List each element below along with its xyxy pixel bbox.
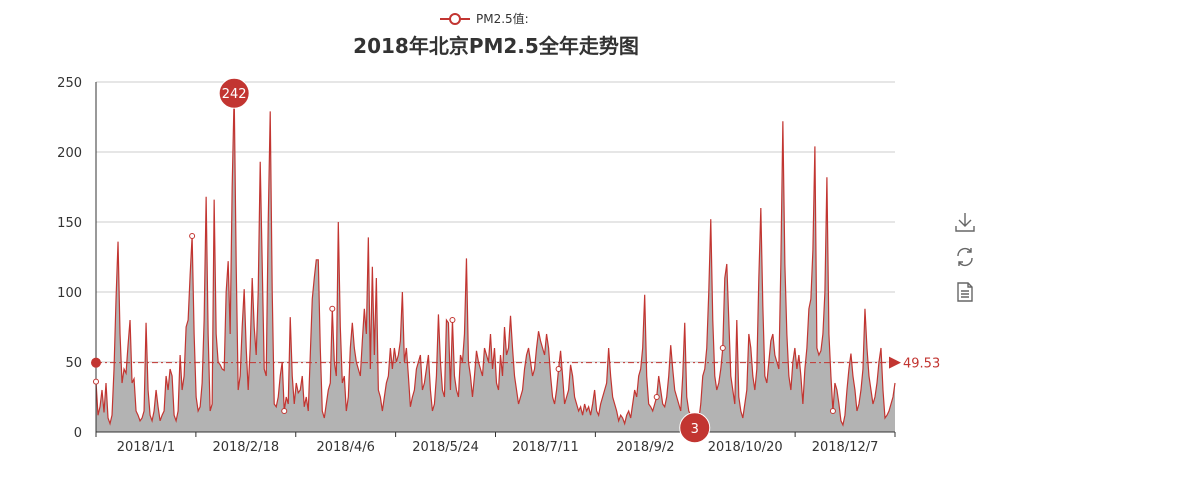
x-tick-label: 2018/10/20 (708, 440, 783, 455)
x-tick-label: 2018/2/18 (212, 440, 279, 455)
x-tick-label: 2018/4/6 (316, 440, 374, 455)
x-tick-label: 2018/12/7 (812, 440, 879, 455)
average-line-arrow (889, 356, 901, 369)
chart-title: 2018年北京PM2.5全年走势图 (353, 34, 639, 58)
min-mark-point: 3 (679, 412, 711, 444)
x-tick-label: 2018/5/24 (412, 440, 479, 455)
y-tick-label: 150 (57, 216, 82, 231)
series-line (95, 93, 896, 430)
average-value-label: 49.53 (903, 357, 940, 372)
max-mark-point-label: 242 (222, 87, 247, 102)
x-tick-label: 2018/9/2 (616, 440, 674, 455)
y-tick-label: 50 (65, 356, 82, 371)
mark-layer: 49.53 242 3 (91, 77, 940, 444)
legend-marker (449, 13, 461, 25)
min-mark-point-label: 3 (691, 422, 699, 437)
max-mark-point: 242 (218, 77, 250, 109)
legend-label: PM2.5值: (476, 11, 529, 26)
save-as-image-icon[interactable] (955, 213, 975, 232)
data-point (93, 378, 99, 385)
data-point (281, 408, 288, 414)
x-tick-label: 2018/7/11 (512, 440, 579, 455)
restore-icon[interactable] (957, 247, 973, 267)
data-point (829, 408, 836, 414)
series-area (96, 93, 895, 432)
y-tick-label: 200 (57, 146, 82, 161)
data-point (189, 233, 196, 239)
data-view-icon[interactable] (957, 282, 973, 302)
legend[interactable]: PM2.5值: (440, 11, 529, 26)
x-tick-label: 2018/1/1 (117, 440, 175, 455)
data-point (449, 317, 456, 323)
data-point (329, 305, 336, 312)
data-point (719, 345, 726, 351)
data-point (555, 366, 562, 372)
area-layer (95, 93, 896, 432)
y-tick-label: 250 (57, 76, 82, 91)
y-tick-label: 100 (57, 286, 82, 301)
data-point (653, 394, 660, 400)
y-tick-label: 0 (74, 426, 82, 441)
average-line-start (91, 357, 101, 368)
axes: 2018/1/1 2018/2/18 2018/4/6 2018/5/24 2018/7… (95, 82, 896, 455)
